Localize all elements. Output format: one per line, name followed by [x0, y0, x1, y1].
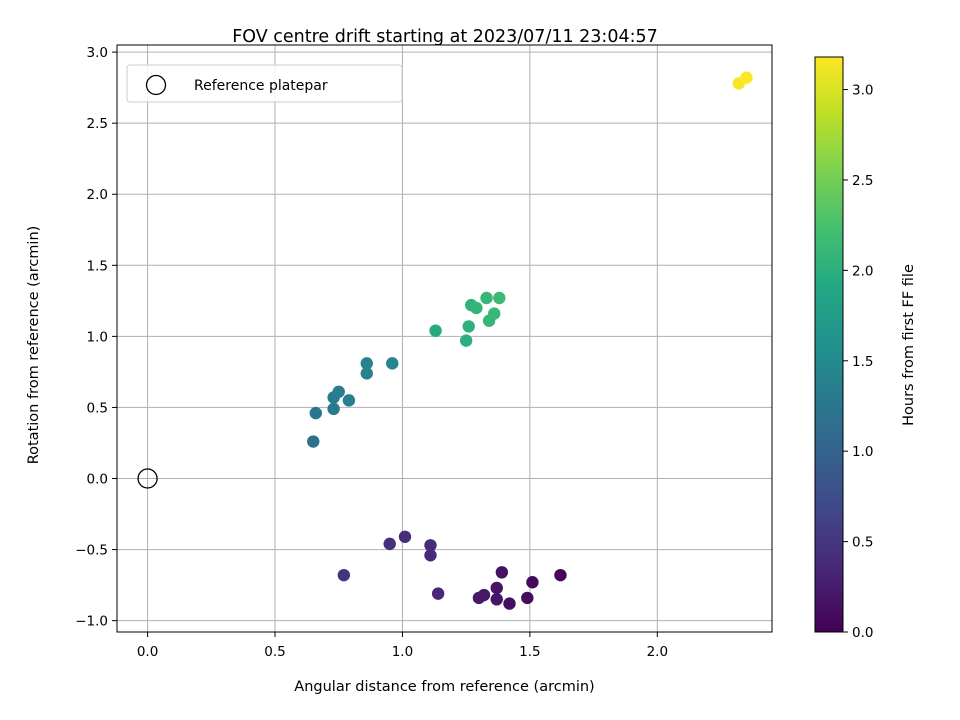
- plot-area-frame: [116, 44, 773, 633]
- y-axis-label: Rotation from reference (arcmin): [26, 226, 42, 465]
- colorbar-tick-label: 0.5: [852, 535, 873, 551]
- legend: Reference platepar: [126, 64, 403, 103]
- x-tick-label: 1.0: [392, 644, 413, 660]
- legend-box: [126, 64, 403, 103]
- x-tick-label: 0.0: [137, 644, 158, 660]
- x-axis-ticks: 0.0 0.5 1.0 1.5 2.0: [137, 632, 668, 660]
- y-tick-label: −0.5: [75, 543, 108, 559]
- data-point: [431, 587, 445, 600]
- data-point: [526, 576, 539, 589]
- data-point: [309, 406, 322, 420]
- colorbar-label: Hours from first FF file: [901, 264, 917, 426]
- colorbar-tick-label: 0.0: [852, 625, 873, 641]
- grid-lines: [117, 45, 772, 632]
- x-axis-label: Angular distance from reference (arcmin): [294, 679, 594, 695]
- y-tick-label: 1.5: [87, 258, 108, 274]
- data-point: [386, 357, 399, 370]
- data-point: [554, 568, 567, 582]
- y-axis-ticks: −1.0 −0.5 0.0 0.5 1.0 1.5 2.0 2.5 3.0: [75, 45, 117, 630]
- y-tick-label: 3.0: [87, 45, 108, 61]
- data-point: [360, 367, 373, 380]
- y-tick-label: 2.5: [87, 116, 108, 132]
- data-point: [429, 324, 442, 337]
- reference-point-marker: [137, 468, 158, 489]
- colorbar-frame: [814, 56, 844, 633]
- scatter-points: [137, 71, 753, 610]
- data-point: [342, 394, 356, 407]
- data-point: [360, 357, 373, 370]
- data-point: [424, 549, 437, 562]
- y-tick-label: 0.5: [87, 400, 108, 416]
- x-tick-label: 0.5: [264, 644, 285, 660]
- colorbar-tick-label: 1.5: [852, 354, 873, 370]
- data-point: [332, 385, 345, 398]
- colorbar-ticks: 0.0 0.5 1.0 1.5 2.0 2.5 3.0: [843, 83, 873, 641]
- y-tick-label: 2.0: [87, 187, 108, 203]
- data-point: [337, 568, 351, 582]
- data-point: [490, 593, 503, 606]
- legend-label-reference: Reference platepar: [194, 78, 328, 94]
- data-point: [327, 402, 340, 416]
- data-point: [383, 537, 396, 551]
- data-point: [740, 71, 753, 84]
- data-point: [398, 530, 412, 543]
- colorbar-tick-label: 3.0: [852, 83, 873, 99]
- data-point: [480, 291, 493, 305]
- data-point: [503, 597, 516, 610]
- data-point: [495, 566, 509, 579]
- colorbar-tick-label: 1.0: [852, 444, 873, 460]
- x-tick-label: 1.5: [519, 644, 540, 660]
- data-point: [459, 334, 473, 347]
- y-tick-label: 1.0: [87, 329, 108, 345]
- data-point: [470, 301, 483, 315]
- y-tick-label: −1.0: [75, 614, 108, 630]
- data-point: [487, 307, 501, 320]
- data-point: [490, 581, 503, 595]
- data-point: [307, 435, 320, 448]
- colorbar-tick-label: 2.0: [852, 263, 873, 279]
- legend-marker-reference: [145, 74, 167, 96]
- x-tick-label: 2.0: [647, 644, 668, 660]
- data-point: [493, 291, 506, 305]
- data-point: [462, 320, 475, 333]
- colorbar-tick-label: 2.5: [852, 173, 873, 189]
- data-point: [521, 591, 534, 605]
- y-tick-label: 0.0: [87, 471, 108, 487]
- colorbar-gradient: [815, 57, 843, 632]
- colorbar: 0.0 0.5 1.0 1.5 2.0 2.5 3.0 Hours from first F…: [814, 56, 917, 641]
- data-point: [472, 591, 486, 605]
- data-point: [424, 539, 437, 552]
- chart-title: FOV centre drift starting at 2023/07/11 …: [232, 27, 658, 47]
